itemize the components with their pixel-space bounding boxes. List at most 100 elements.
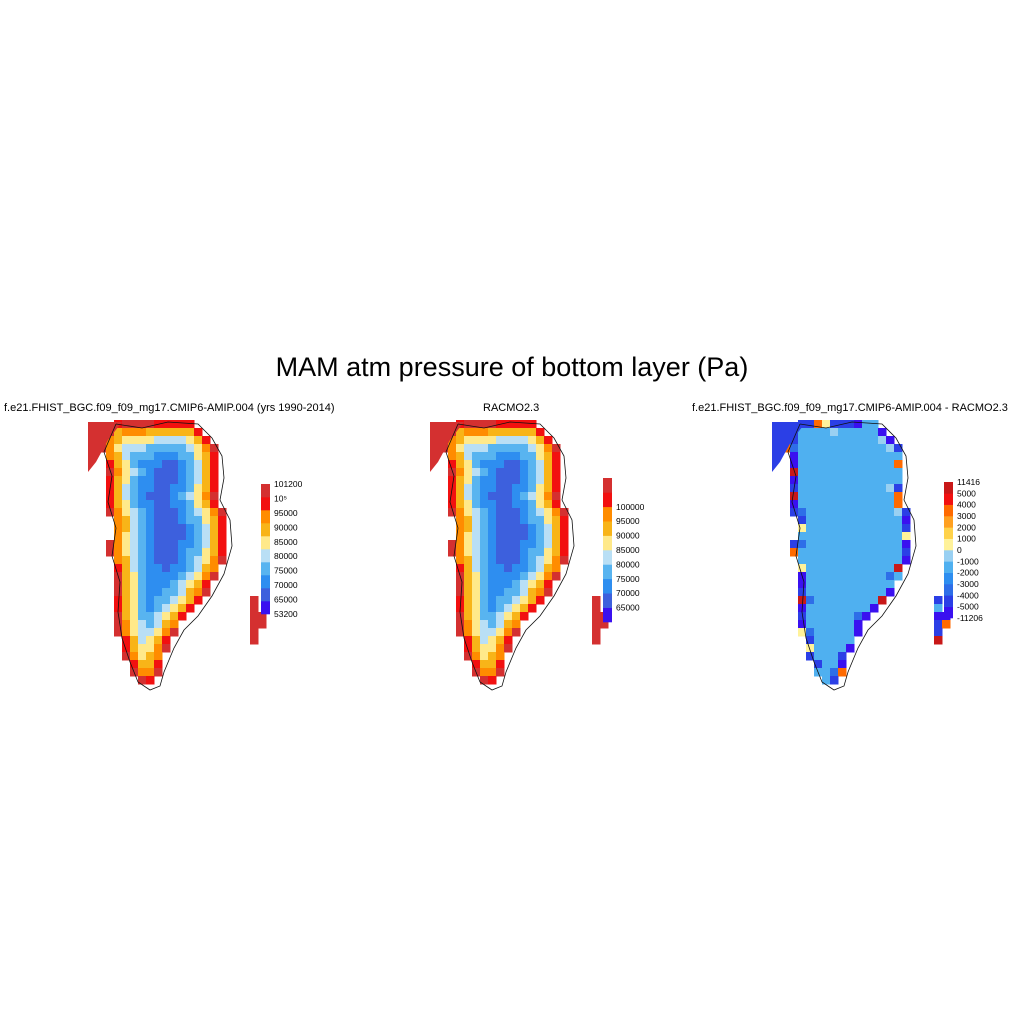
colorbar-tick-label: 10⁵ [274, 493, 287, 503]
grid-cell [480, 476, 489, 485]
grid-cell [114, 476, 123, 485]
grid-cell [162, 524, 171, 533]
grid-cell [178, 556, 187, 565]
grid-cell [806, 436, 815, 445]
grid-cell [496, 532, 505, 541]
grid-cell [814, 532, 823, 541]
grid-cell [472, 564, 481, 573]
grid-cell [822, 532, 831, 541]
grid-cell [122, 492, 131, 501]
grid-cell [838, 452, 847, 461]
grid-cell [854, 428, 863, 437]
grid-cell [520, 548, 529, 557]
grid-cell [186, 436, 195, 445]
grid-cell [170, 420, 179, 429]
grid-cell [536, 500, 545, 509]
grid-cell [170, 516, 179, 525]
grid-cell [106, 460, 115, 469]
grid-cell [838, 620, 847, 629]
grid-cell [146, 644, 155, 653]
grid-cell [464, 532, 473, 541]
grid-cell [806, 580, 815, 589]
grid-cell [154, 564, 163, 573]
grid-cell [830, 580, 839, 589]
grid-cell [528, 524, 537, 533]
grid-cell [456, 460, 465, 469]
grid-cell [186, 516, 195, 525]
grid-cell [544, 588, 553, 597]
map-panel-obs [430, 420, 609, 691]
grid-cell [822, 460, 831, 469]
grid-cell [838, 548, 847, 557]
grid-cell [170, 612, 179, 621]
grid-cell [488, 460, 497, 469]
grid-cell [472, 476, 481, 485]
grid-cell [798, 580, 807, 589]
grid-cell [488, 500, 497, 509]
grid-cell [186, 484, 195, 493]
grid-cell [894, 500, 903, 509]
grid-cell [520, 580, 529, 589]
colorbar-swatch [944, 550, 953, 562]
grid-cell [130, 436, 139, 445]
figure-title: MAM atm pressure of bottom layer (Pa) [275, 352, 749, 382]
grid-cell [504, 516, 513, 525]
grid-cell [822, 428, 831, 437]
grid-cell [250, 620, 259, 629]
grid-cell [886, 516, 895, 525]
grid-cell [830, 548, 839, 557]
grid-cell [170, 596, 179, 605]
grid-cell [178, 444, 187, 453]
grid-cell [186, 556, 195, 565]
grid-cell [870, 516, 879, 525]
grid-cell [512, 492, 521, 501]
ellesmere-fragment [430, 422, 464, 472]
grid-cell [504, 556, 513, 565]
grid-cell [488, 428, 497, 437]
grid-cell [934, 620, 943, 629]
colorbar-tick-label: 85000 [274, 537, 298, 547]
grid-cell [218, 532, 227, 541]
grid-cell [202, 444, 211, 453]
grid-cell [504, 548, 513, 557]
grid-cell [464, 596, 473, 605]
grid-cell [512, 532, 521, 541]
grid-cell [170, 468, 179, 477]
grid-cell [130, 556, 139, 565]
grid-cell [194, 588, 203, 597]
grid-cell [496, 564, 505, 573]
grid-cell [544, 564, 553, 573]
grid-cell [472, 548, 481, 557]
grid-cell [210, 444, 219, 453]
grid-cell [806, 548, 815, 557]
grid-cell [822, 596, 831, 605]
grid-cell [464, 540, 473, 549]
grid-cell [114, 524, 123, 533]
grid-cell [544, 444, 553, 453]
grid-cell [122, 508, 131, 517]
grid-cell [464, 604, 473, 613]
grid-cell [806, 476, 815, 485]
grid-cell [480, 660, 489, 669]
grid-cell [162, 588, 171, 597]
grid-cell [512, 428, 521, 437]
grid-cell [154, 444, 163, 453]
colorbar-swatch [944, 527, 953, 539]
grid-cell [210, 468, 219, 477]
grid-cell [806, 532, 815, 541]
grid-cell [838, 644, 847, 653]
grid-cell [528, 484, 537, 493]
grid-cell [552, 452, 561, 461]
grid-cell [854, 500, 863, 509]
grid-cell [560, 516, 569, 525]
grid-cell [496, 492, 505, 501]
grid-cell [472, 460, 481, 469]
grid-cell [496, 428, 505, 437]
grid-cell [528, 588, 537, 597]
grid-cell [512, 556, 521, 565]
grid-cell [488, 508, 497, 517]
grid-cell [822, 548, 831, 557]
grid-cell [146, 668, 155, 677]
grid-cell [114, 492, 123, 501]
grid-cell [138, 476, 147, 485]
